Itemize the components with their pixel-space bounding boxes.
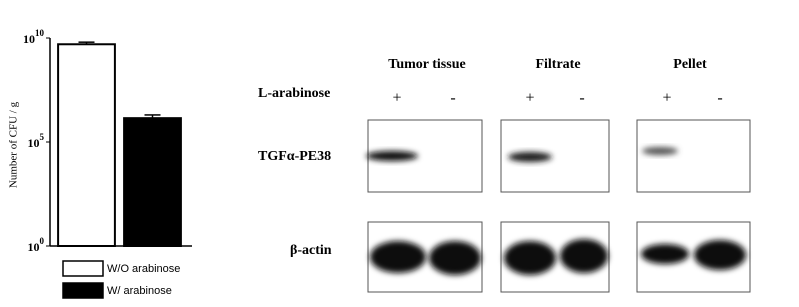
tick-base: 10 — [23, 32, 35, 46]
sign: + — [662, 90, 671, 107]
band — [370, 241, 426, 273]
tick-exponent: 10 — [35, 28, 45, 38]
y-tick-label: 1010 — [23, 28, 45, 46]
tick-base: 10 — [28, 240, 40, 254]
y-axis-label: Number of CFU / g — [8, 101, 20, 188]
column-header: Pellet — [673, 57, 707, 72]
row-label: TGFα-PE38 — [258, 149, 331, 164]
band — [508, 152, 552, 162]
sign: + — [525, 90, 534, 107]
column-header: Tumor tissue — [388, 57, 465, 72]
western-blot: Tumor tissue Filtrate Pellet L-arabinose… — [258, 57, 751, 293]
treatment-label: L-arabinose — [258, 86, 330, 101]
band — [429, 241, 481, 275]
sign: - — [450, 90, 455, 107]
y-tick-label: 100 — [28, 236, 45, 254]
band — [641, 244, 689, 264]
sign: + — [392, 90, 401, 107]
legend-label: W/ arabinose — [107, 285, 172, 297]
sign: - — [717, 90, 722, 107]
tick-exponent: 5 — [40, 132, 45, 142]
band — [366, 151, 418, 161]
sign: - — [579, 90, 584, 107]
band — [504, 241, 556, 275]
legend-label: W/O arabinose — [107, 263, 180, 275]
tick-exponent: 0 — [40, 236, 45, 246]
band — [642, 147, 678, 155]
band — [694, 240, 746, 270]
row-label: β-actin — [290, 243, 332, 258]
band — [560, 239, 608, 273]
column-header: Filtrate — [535, 57, 580, 72]
bar — [123, 117, 182, 247]
y-tick-label: 105 — [28, 132, 45, 150]
bar — [57, 43, 116, 247]
legend-swatch — [62, 260, 104, 277]
legend-swatch — [62, 282, 104, 299]
tick-base: 10 — [28, 136, 40, 150]
blot-panel — [636, 119, 751, 193]
